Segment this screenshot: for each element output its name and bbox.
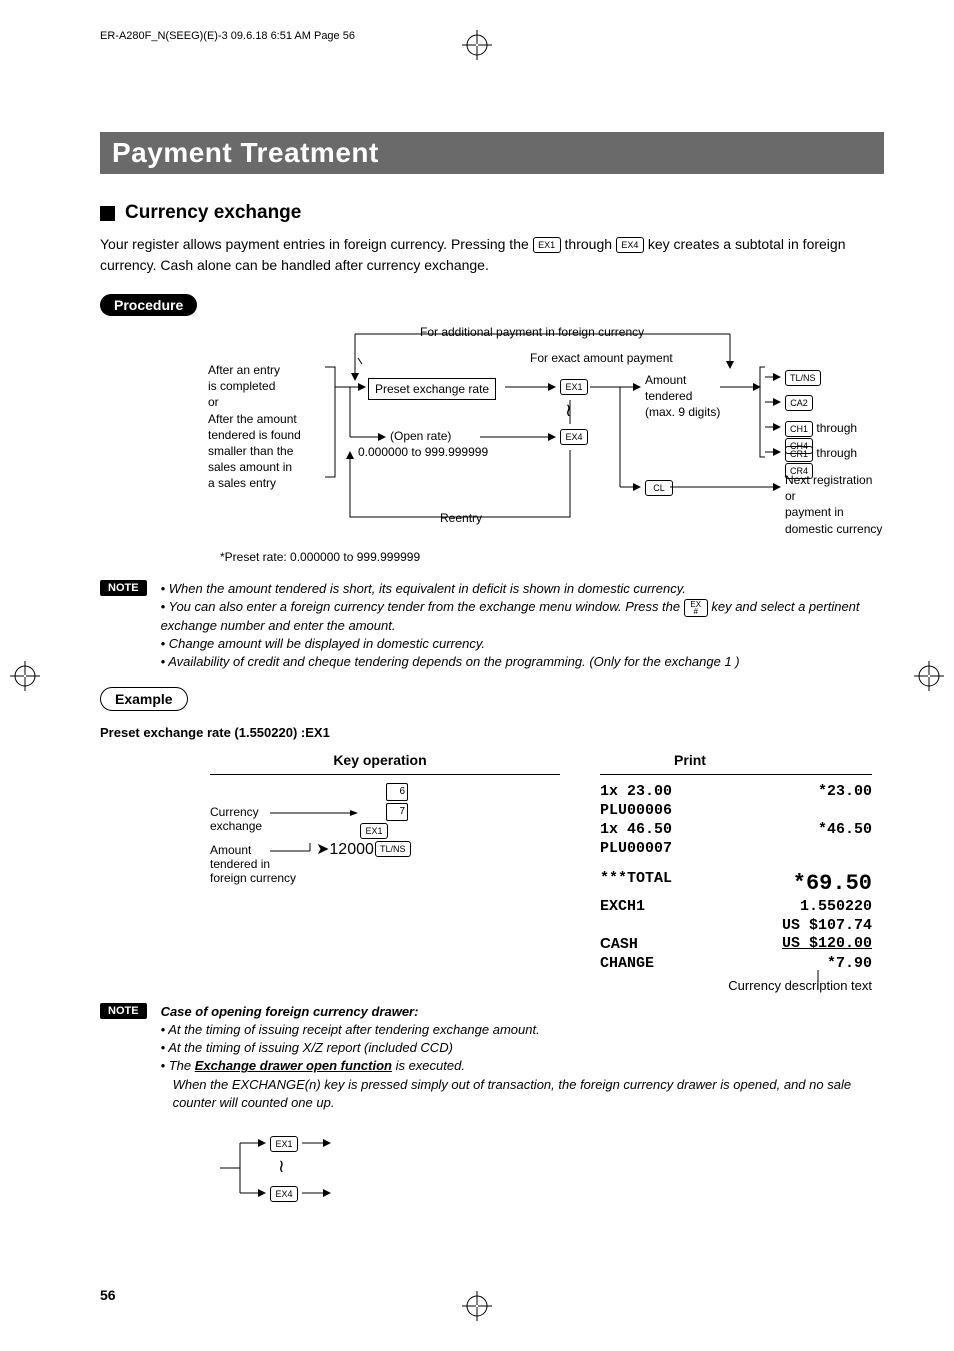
page: ER-A280F_N(SEEG)(E)-3 09.6.18 6:51 AM Pa… [0,0,954,1351]
cr1-key-icon: CR1 [785,446,813,462]
square-bullet-icon [100,206,115,221]
next-registration-text: Next registration or payment in domestic… [785,472,884,537]
exact-caption: For exact amount payment [530,350,673,366]
receipt-caption: Currency description text [600,978,872,993]
receipt-line: 1x 46.50 [600,821,672,840]
intro-paragraph: Your register allows payment entries in … [100,234,884,276]
intro-text: through [565,236,616,252]
note-tag: NOTE [100,1003,147,1019]
ex1-key-icon: EX1 [560,379,588,395]
crop-mark-top-icon [462,30,492,60]
preset-rate-label: Preset exchange rate [368,378,496,400]
note-item: • At the timing of issuing X/Z report (i… [161,1039,884,1057]
receipt-line: US $120.00 [782,935,872,955]
receipt-line: ***TOTAL [600,870,672,898]
receipt-line: PLU00007 [600,840,872,859]
section-heading-text: Currency exchange [125,202,301,224]
crop-mark-left-icon [10,661,40,691]
print-header: Print [570,752,810,768]
note-item: • Change amount will be displayed in dom… [161,635,884,653]
preset-rate-footnote: *Preset rate: 0.000000 to 999.999999 [220,550,884,564]
receipt-line: CASH [600,935,638,955]
left-condition-text: After an entry is completed or After the… [208,362,301,492]
receipt-line: *23.00 [818,783,872,802]
ex4-key-icon: EX4 [616,237,644,253]
note-2: NOTE Case of opening foreign currency dr… [100,1003,884,1112]
reentry-label: Reentry [440,510,482,526]
crop-mark-bottom-icon [462,1291,492,1321]
page-title: Payment Treatment [100,132,884,174]
range-icon: ≀ [278,1156,285,1177]
ex1-key-icon: EX1 [533,237,561,253]
receipt-line: *46.50 [818,821,872,840]
print-header: ER-A280F_N(SEEG)(E)-3 09.6.18 6:51 AM Pa… [100,30,884,42]
receipt-line: EXCH1 [600,898,645,917]
ca2-key-icon: CA2 [785,395,813,411]
ch1-key-icon: CH1 [785,421,813,437]
amount-tendered-label: Amount tendered (max. 9 digits) [645,372,720,421]
intro-text: Your register allows payment entries in … [100,236,533,252]
note-item: • Availability of credit and cheque tend… [161,653,884,671]
open-rate-label: (Open rate) [390,428,451,444]
note-tag: NOTE [100,580,147,596]
receipt: 1x 23.00 *23.00 PLU00006 1x 46.50 *46.50 P… [600,774,872,974]
through-text: through [816,446,857,460]
keyop-header: Key operation [280,752,480,768]
ex-hash-key-icon: EX# [684,599,708,617]
receipt-line: 1.550220 [800,898,872,917]
top-caption: For additional payment in foreign curren… [420,324,644,340]
exchange-drawer-bold: Exchange drawer open function [195,1058,392,1073]
example-label: Example [100,687,188,711]
receipt-total: *69.50 [793,870,872,898]
procedure-diagram: After an entry is completed or After the… [110,322,884,542]
receipt-line: PLU00006 [600,802,872,821]
receipt-line: *7.90 [827,955,872,974]
ex4-key-icon: EX4 [560,429,588,445]
note2-lines-icon [220,1128,380,1208]
note2-title: Case of opening foreign currency drawer: [161,1003,884,1021]
range-icon: ≀ [565,400,572,421]
page-number: 56 [100,1287,116,1303]
keyop-lines-icon [260,781,460,901]
open-rate-range: 0.000000 to 999.999999 [358,444,488,460]
note2-tail: When the EXCHANGE(n) key is pressed simp… [161,1076,884,1112]
note-item: • The Exchange drawer open function is e… [161,1057,884,1075]
example-subhead: Preset exchange rate (1.550220) :EX1 [100,725,884,740]
tlns-key-icon: TL/NS [785,370,821,386]
note-item: • You can also enter a foreign currency … [161,598,884,635]
print-block: 1x 23.00 *23.00 PLU00006 1x 46.50 *46.50 P… [600,774,872,993]
procedure-label: Procedure [100,294,197,316]
receipt-line: US $107.74 [782,917,872,936]
receipt-line: 1x 23.00 [600,783,672,802]
note-item: • At the timing of issuing receipt after… [161,1021,884,1039]
note2-diagram: EX1 ≀ EX4 [220,1128,380,1208]
receipt-line: CHANGE [600,955,654,974]
note-item: • When the amount tendered is short, its… [161,580,884,598]
key-operation-block: Currency exchange Amount tendered in for… [210,774,560,915]
ex4-key-icon: EX4 [270,1186,298,1202]
currency-exchange-label: Currency exchange [210,805,262,833]
note-1: NOTE • When the amount tendered is short… [100,580,884,671]
crop-mark-right-icon [914,661,944,691]
section-heading: Currency exchange [100,202,884,224]
cl-key-icon: CL [645,480,673,496]
ex1-key-icon: EX1 [270,1136,298,1152]
caption-pointer-icon [808,970,828,994]
through-text: through [816,421,857,435]
